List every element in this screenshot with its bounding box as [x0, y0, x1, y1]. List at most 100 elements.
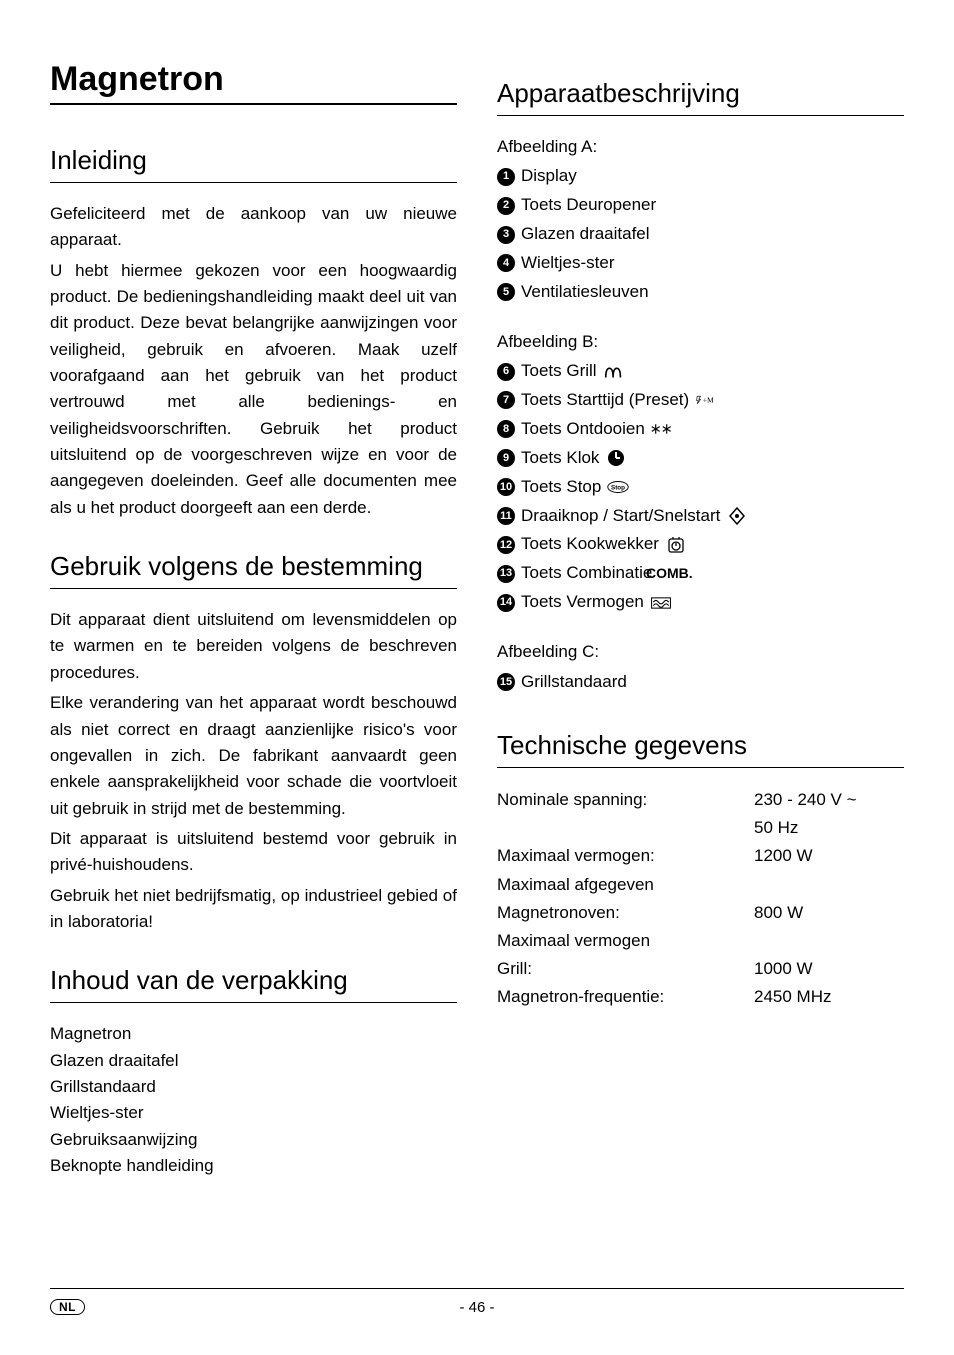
svg-text:Stop: Stop	[611, 484, 625, 491]
power-icon	[650, 594, 672, 612]
spec-row: Maximaal vermogen	[497, 927, 904, 955]
desc-item: 1 Display	[497, 162, 904, 191]
spec-value: 50 Hz	[754, 814, 904, 842]
spec-label: Maximaal vermogen	[497, 927, 754, 955]
usage-p2: Elke verandering van het apparaat wordt …	[50, 690, 457, 822]
desc-item: 3 Glazen draaitafel	[497, 220, 904, 249]
desc-item: 8 Toets Ontdooien	[497, 415, 904, 444]
usage-p3: Dit apparaat is uitsluitend bestemd voor…	[50, 826, 457, 879]
bullet-number: 6	[497, 363, 515, 381]
desc-item-label: Display	[521, 162, 577, 191]
spec-label: Magnetron-frequentie:	[497, 983, 754, 1011]
spec-value: 230 - 240 V ~	[754, 786, 904, 814]
spec-value: 800 W	[754, 899, 904, 927]
spec-value	[754, 927, 904, 955]
bullet-number: 12	[497, 536, 515, 554]
bullet-number: 15	[497, 673, 515, 691]
timer-icon	[665, 536, 687, 554]
desc-item-label: Toets Ontdooien	[521, 415, 645, 444]
spec-row: Grill:1000 W	[497, 955, 904, 983]
spec-value: 2450 MHz	[754, 983, 904, 1011]
spec-label: Magnetronoven:	[497, 899, 754, 927]
desc-item: 12 Toets Kookwekker	[497, 530, 904, 559]
spec-label: Maximaal vermogen:	[497, 842, 754, 870]
bullet-number: 13	[497, 565, 515, 583]
bullet-number: 1	[497, 168, 515, 186]
bullet-number: 2	[497, 197, 515, 215]
intro-p2: U hebt hiermee gekozen voor een hoogwaar…	[50, 258, 457, 521]
desc-heading: Apparaatbeschrijving	[497, 78, 904, 116]
bullet-number: 9	[497, 449, 515, 467]
page-footer: NL - 46 -	[50, 1288, 904, 1315]
spec-label	[497, 814, 754, 842]
bullet-number: 3	[497, 226, 515, 244]
svg-text:+M: +M	[703, 396, 714, 405]
package-item: Magnetron	[50, 1021, 457, 1047]
spec-value: 1000 W	[754, 955, 904, 983]
package-item: Grillstandaard	[50, 1074, 457, 1100]
spec-row: 50 Hz	[497, 814, 904, 842]
desc-item-label: Toets Kookwekker	[521, 530, 659, 559]
bullet-number: 5	[497, 283, 515, 301]
comb-icon: COMB.	[658, 565, 680, 583]
main-title: Magnetron	[50, 60, 457, 105]
desc-item: 11 Draaiknop / Start/Snelstart	[497, 502, 904, 531]
desc-item-label: Toets Deuropener	[521, 191, 656, 220]
desc-item-label: Grillstandaard	[521, 668, 627, 697]
grill-icon	[603, 363, 625, 381]
desc-item: 13 Toets Combinatie COMB.	[497, 559, 904, 588]
spec-label: Maximaal afgegeven	[497, 871, 754, 899]
group-c-list: 15 Grillstandaard	[497, 668, 904, 697]
group-b-list: 6 Toets Grill 7 Toets Starttijd (Preset)…	[497, 357, 904, 617]
bullet-number: 14	[497, 594, 515, 612]
dial-icon	[726, 507, 748, 525]
intro-heading: Inleiding	[50, 145, 457, 183]
usage-heading: Gebruik volgens de bestemming	[50, 551, 457, 589]
tech-specs: Nominale spanning:230 - 240 V ~50 HzMaxi…	[497, 786, 904, 1010]
package-item: Glazen draaitafel	[50, 1048, 457, 1074]
spec-row: Magnetronoven:800 W	[497, 899, 904, 927]
bullet-number: 7	[497, 391, 515, 409]
left-column: Magnetron Inleiding Gefeliciteerd met de…	[50, 60, 457, 1179]
desc-item: 9 Toets Klok	[497, 444, 904, 473]
spec-row: Maximaal afgegeven	[497, 871, 904, 899]
spec-row: Nominale spanning:230 - 240 V ~	[497, 786, 904, 814]
desc-item: 4 Wieltjes-ster	[497, 249, 904, 278]
bullet-number: 4	[497, 254, 515, 272]
spec-label: Nominale spanning:	[497, 786, 754, 814]
group-a-list: 1 Display 2 Toets Deuropener 3 Glazen dr…	[497, 162, 904, 306]
stop-icon: Stop	[607, 478, 629, 496]
tech-heading: Technische gegevens	[497, 730, 904, 768]
desc-item-label: Toets Starttijd (Preset)	[521, 386, 689, 415]
package-item: Wieltjes-ster	[50, 1100, 457, 1126]
desc-item-label: Glazen draaitafel	[521, 220, 650, 249]
desc-item-label: Toets Grill	[521, 357, 597, 386]
desc-item: 5 Ventilatiesleuven	[497, 278, 904, 307]
desc-item-label: Toets Stop	[521, 473, 601, 502]
bullet-number: 8	[497, 420, 515, 438]
clock-icon	[605, 449, 627, 467]
desc-item: 6 Toets Grill	[497, 357, 904, 386]
desc-item-label: Ventilatiesleuven	[521, 278, 649, 307]
desc-item: 2 Toets Deuropener	[497, 191, 904, 220]
bullet-number: 11	[497, 507, 515, 525]
desc-item: 14 Toets Vermogen	[497, 588, 904, 617]
spec-row: Maximaal vermogen:1200 W	[497, 842, 904, 870]
language-badge: NL	[50, 1299, 85, 1315]
group-b-label: Afbeelding B:	[497, 329, 904, 355]
spec-row: Magnetron-frequentie:2450 MHz	[497, 983, 904, 1011]
group-c-label: Afbeelding C:	[497, 639, 904, 665]
desc-item-label: Draaiknop / Start/Snelstart	[521, 502, 720, 531]
package-heading: Inhoud van de verpakking	[50, 965, 457, 1003]
group-a-label: Afbeelding A:	[497, 134, 904, 160]
package-item: Gebruiksaanwijzing	[50, 1127, 457, 1153]
desc-item-label: Toets Klok	[521, 444, 599, 473]
defrost-icon	[651, 420, 673, 438]
spec-value	[754, 871, 904, 899]
package-item: Beknopte handleiding	[50, 1153, 457, 1179]
desc-item: 7 Toets Starttijd (Preset) +M	[497, 386, 904, 415]
right-column: Apparaatbeschrijving Afbeelding A: 1 Dis…	[497, 60, 904, 1179]
page-number: - 46 -	[459, 1299, 494, 1316]
desc-item-label: Toets Combinatie	[521, 559, 652, 588]
intro-p1: Gefeliciteerd met de aankoop van uw nieu…	[50, 201, 457, 254]
